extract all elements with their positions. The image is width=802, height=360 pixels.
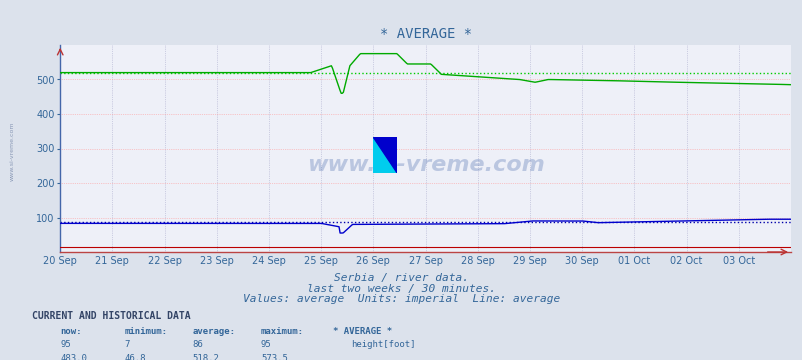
Title: * AVERAGE *: * AVERAGE *	[379, 27, 471, 41]
Text: 46.8: 46.8	[124, 354, 146, 360]
Text: last two weeks / 30 minutes.: last two weeks / 30 minutes.	[306, 284, 496, 294]
Text: 86: 86	[192, 341, 203, 350]
Polygon shape	[373, 137, 397, 173]
Text: 483.0: 483.0	[60, 354, 87, 360]
Text: www.si-vreme.com: www.si-vreme.com	[306, 155, 544, 175]
Text: average:: average:	[192, 327, 236, 336]
Text: now:: now:	[60, 327, 82, 336]
Text: height[foot]: height[foot]	[350, 341, 415, 350]
Text: CURRENT AND HISTORICAL DATA: CURRENT AND HISTORICAL DATA	[32, 311, 191, 321]
Text: 518.2: 518.2	[192, 354, 219, 360]
Text: maximum:: maximum:	[261, 327, 304, 336]
Polygon shape	[373, 137, 397, 173]
Text: minimum:: minimum:	[124, 327, 168, 336]
Text: www.si-vreme.com: www.si-vreme.com	[10, 121, 14, 181]
Text: * AVERAGE *: * AVERAGE *	[333, 327, 392, 336]
Text: Values: average  Units: imperial  Line: average: Values: average Units: imperial Line: av…	[242, 294, 560, 305]
Text: 573.5: 573.5	[261, 354, 287, 360]
Polygon shape	[373, 137, 397, 173]
Text: 95: 95	[261, 341, 271, 350]
Text: Serbia / river data.: Serbia / river data.	[334, 273, 468, 283]
Text: 7: 7	[124, 341, 130, 350]
Text: 95: 95	[60, 341, 71, 350]
